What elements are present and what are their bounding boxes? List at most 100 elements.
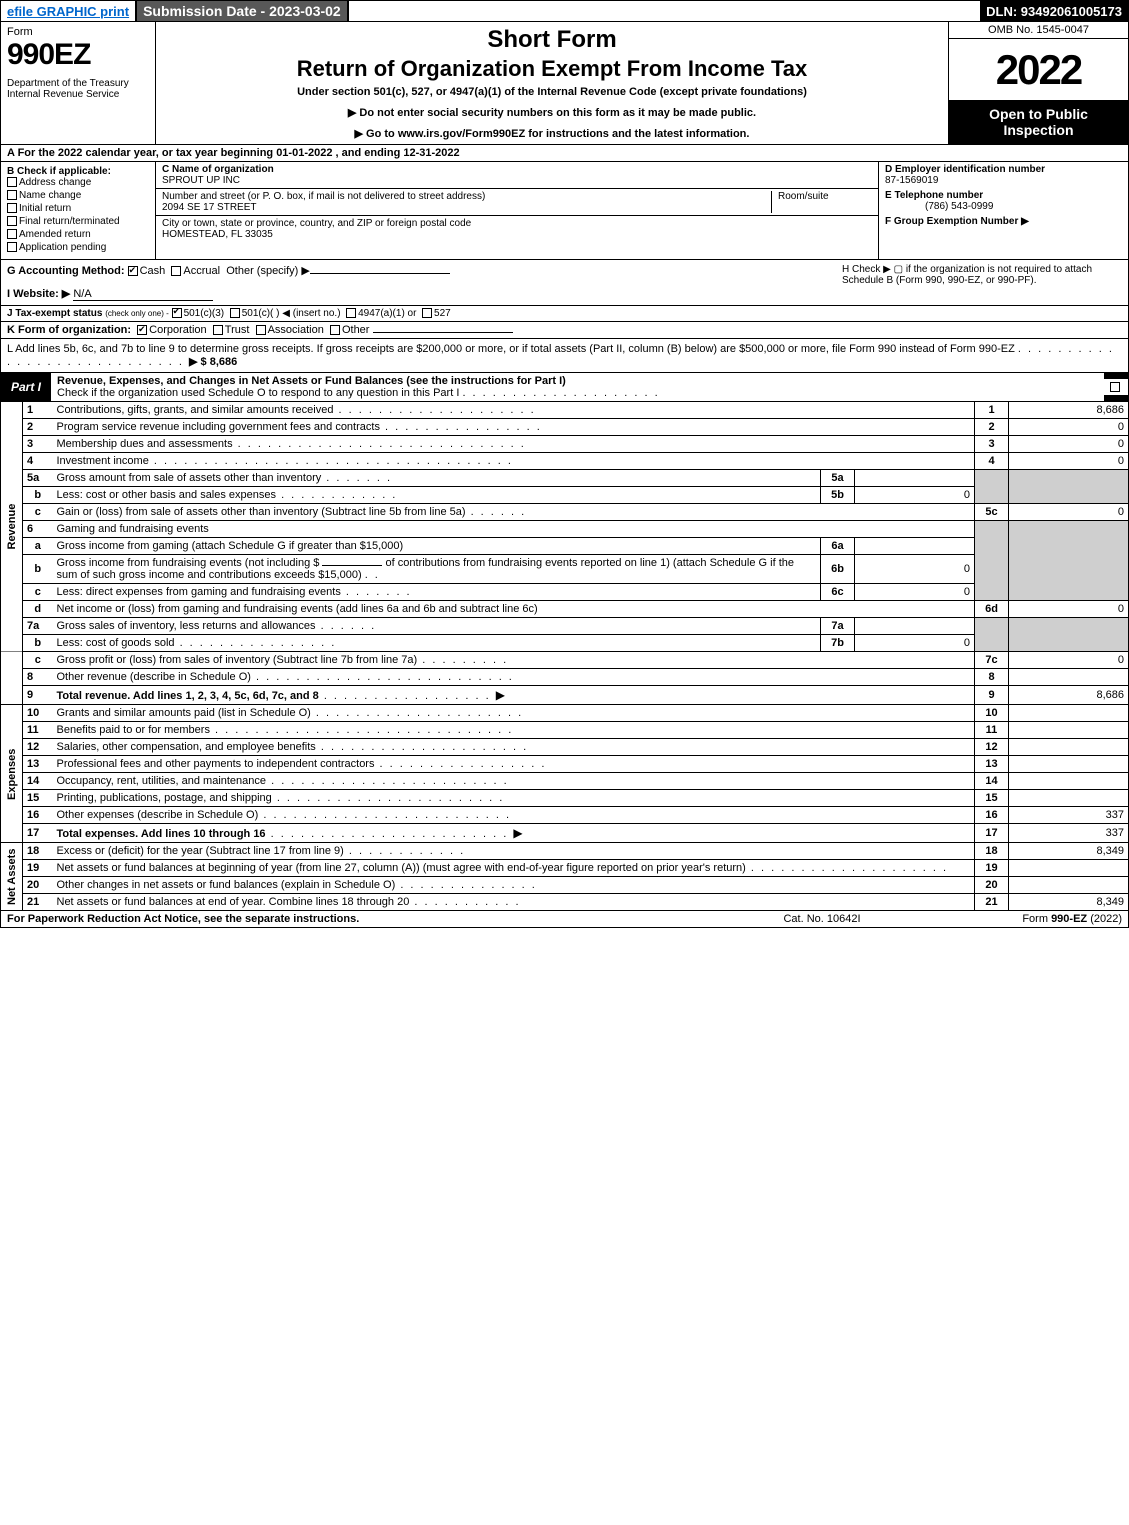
line-6c: c Less: direct expenses from gaming and … bbox=[1, 584, 1129, 601]
check-final-return[interactable]: Final return/terminated bbox=[7, 216, 149, 227]
org-name-row: C Name of organization SPROUT UP INC bbox=[156, 162, 878, 189]
section-k: K Form of organization: Corporation Trus… bbox=[0, 322, 1129, 339]
line-12: 12 Salaries, other compensation, and emp… bbox=[1, 739, 1129, 756]
footer: For Paperwork Reduction Act Notice, see … bbox=[0, 911, 1129, 928]
efile-print-link[interactable]: efile GRAPHIC print bbox=[1, 1, 137, 21]
group-row: F Group Exemption Number ▶ bbox=[879, 214, 1128, 229]
line-8: 8 Other revenue (describe in Schedule O)… bbox=[1, 669, 1129, 686]
street-label: Number and street (or P. O. box, if mail… bbox=[162, 191, 485, 202]
section-b-label: B Check if applicable: bbox=[7, 166, 149, 177]
footer-right: Form 990-EZ (2022) bbox=[922, 913, 1122, 925]
form-label: Form bbox=[7, 26, 149, 38]
org-name-label: C Name of organization bbox=[162, 164, 274, 175]
submission-date: Submission Date - 2023-03-02 bbox=[137, 1, 349, 21]
info-grid: B Check if applicable: Address change Na… bbox=[0, 162, 1129, 260]
line-17: 17 Total expenses. Add lines 10 through … bbox=[1, 824, 1129, 843]
part-1-check[interactable] bbox=[1104, 379, 1128, 395]
j-label: J Tax-exempt status bbox=[7, 308, 102, 319]
short-form-title: Short Form bbox=[162, 26, 942, 54]
k-corp-check[interactable] bbox=[137, 325, 147, 335]
header-right: OMB No. 1545-0047 2022 Open to Public In… bbox=[948, 22, 1128, 144]
line-6a: a Gross income from gaming (attach Sched… bbox=[1, 538, 1129, 555]
line-11: 11 Benefits paid to or for members . . .… bbox=[1, 722, 1129, 739]
header-center: Short Form Return of Organization Exempt… bbox=[156, 22, 948, 144]
j-501c3-check[interactable] bbox=[172, 308, 182, 318]
line-5c: c Gain or (loss) from sale of assets oth… bbox=[1, 504, 1129, 521]
phone: (786) 543-0999 bbox=[885, 201, 993, 212]
street-row: Number and street (or P. O. box, if mail… bbox=[156, 189, 878, 216]
check-name-change[interactable]: Name change bbox=[7, 190, 149, 201]
org-name: SPROUT UP INC bbox=[162, 175, 240, 186]
g-accrual-check[interactable] bbox=[171, 266, 181, 276]
j-501c-check[interactable] bbox=[230, 308, 240, 318]
section-d: D Employer identification number 87-1569… bbox=[878, 162, 1128, 259]
city: HOMESTEAD, FL 33035 bbox=[162, 229, 273, 240]
line-18: Net Assets 18 Excess or (deficit) for th… bbox=[1, 843, 1129, 860]
ein: 87-1569019 bbox=[885, 175, 938, 186]
footer-center: Cat. No. 10642I bbox=[722, 913, 922, 925]
k-other-check[interactable] bbox=[330, 325, 340, 335]
part-1-label: Part I bbox=[1, 378, 51, 396]
tax-year: 2022 bbox=[949, 39, 1128, 100]
street: 2094 SE 17 STREET bbox=[162, 202, 257, 213]
section-c: C Name of organization SPROUT UP INC Num… bbox=[156, 162, 878, 259]
line-4: 4 Investment income . . . . . . . . . . … bbox=[1, 453, 1129, 470]
form-header: Form 990EZ Department of the Treasury In… bbox=[0, 22, 1129, 145]
section-h: H Check ▶ ▢ if the organization is not r… bbox=[842, 264, 1122, 301]
j-527-check[interactable] bbox=[422, 308, 432, 318]
k-assoc-check[interactable] bbox=[256, 325, 266, 335]
top-bar: efile GRAPHIC print Submission Date - 20… bbox=[0, 0, 1129, 22]
line-6b: b Gross income from fundraising events (… bbox=[1, 555, 1129, 584]
check-amended-return[interactable]: Amended return bbox=[7, 229, 149, 240]
j-4947-check[interactable] bbox=[346, 308, 356, 318]
omb-number: OMB No. 1545-0047 bbox=[949, 22, 1128, 39]
l-value: ▶ $ 8,686 bbox=[189, 356, 237, 368]
line-5a: 5a Gross amount from sale of assets othe… bbox=[1, 470, 1129, 487]
line-20: 20 Other changes in net assets or fund b… bbox=[1, 877, 1129, 894]
line-7a: 7a Gross sales of inventory, less return… bbox=[1, 618, 1129, 635]
line-5b: b Less: cost or other basis and sales ex… bbox=[1, 487, 1129, 504]
section-i: I Website: ▶ N/A bbox=[7, 287, 842, 301]
return-title: Return of Organization Exempt From Incom… bbox=[162, 56, 942, 82]
instructions-link[interactable]: ▶ Go to www.irs.gov/Form990EZ for instru… bbox=[162, 127, 942, 140]
under-section: Under section 501(c), 527, or 4947(a)(1)… bbox=[162, 86, 942, 98]
footer-left: For Paperwork Reduction Act Notice, see … bbox=[7, 913, 722, 925]
form-number: 990EZ bbox=[7, 38, 149, 72]
k-trust-check[interactable] bbox=[213, 325, 223, 335]
g-cash-check[interactable] bbox=[128, 266, 138, 276]
line-10: Expenses 10 Grants and similar amounts p… bbox=[1, 705, 1129, 722]
k-other-input[interactable] bbox=[373, 332, 513, 333]
g-label: G Accounting Method: bbox=[7, 265, 125, 277]
ein-row: D Employer identification number 87-1569… bbox=[879, 162, 1128, 188]
line-3: 3 Membership dues and assessments . . . … bbox=[1, 436, 1129, 453]
part-1-header: Part I Revenue, Expenses, and Changes in… bbox=[0, 373, 1129, 402]
dln: DLN: 93492061005173 bbox=[980, 1, 1128, 21]
i-label: I Website: ▶ bbox=[7, 288, 70, 300]
section-a: A For the 2022 calendar year, or tax yea… bbox=[0, 145, 1129, 162]
g-other-input[interactable] bbox=[310, 273, 450, 274]
line-2: 2 Program service revenue including gove… bbox=[1, 419, 1129, 436]
city-label: City or town, state or province, country… bbox=[162, 218, 471, 229]
check-initial-return[interactable]: Initial return bbox=[7, 203, 149, 214]
check-application-pending[interactable]: Application pending bbox=[7, 242, 149, 253]
section-j: J Tax-exempt status (check only one) - 5… bbox=[0, 306, 1129, 322]
line-9: 9 Total revenue. Add lines 1, 2, 3, 4, 5… bbox=[1, 686, 1129, 705]
line-14: 14 Occupancy, rent, utilities, and maint… bbox=[1, 773, 1129, 790]
section-ghi: G Accounting Method: Cash Accrual Other … bbox=[0, 260, 1129, 306]
i-value: N/A bbox=[73, 288, 213, 301]
revenue-table: Revenue 1 Contributions, gifts, grants, … bbox=[0, 402, 1129, 911]
line-7b: b Less: cost of goods sold . . . . . . .… bbox=[1, 635, 1129, 652]
netassets-side-label: Net Assets bbox=[1, 843, 23, 911]
section-l: L Add lines 5b, 6c, and 7b to line 9 to … bbox=[0, 339, 1129, 373]
k-label: K Form of organization: bbox=[7, 324, 131, 336]
line-6d: d Net income or (loss) from gaming and f… bbox=[1, 601, 1129, 618]
part-1-title: Revenue, Expenses, and Changes in Net As… bbox=[51, 373, 1104, 401]
group-label: F Group Exemption Number ▶ bbox=[885, 216, 1029, 227]
line-6: 6 Gaming and fundraising events bbox=[1, 521, 1129, 538]
open-public: Open to Public Inspection bbox=[949, 100, 1128, 144]
ein-label: D Employer identification number bbox=[885, 164, 1045, 175]
line-16: 16 Other expenses (describe in Schedule … bbox=[1, 807, 1129, 824]
line-21: 21 Net assets or fund balances at end of… bbox=[1, 894, 1129, 911]
l-text: L Add lines 5b, 6c, and 7b to line 9 to … bbox=[7, 343, 1015, 355]
check-address-change[interactable]: Address change bbox=[7, 177, 149, 188]
